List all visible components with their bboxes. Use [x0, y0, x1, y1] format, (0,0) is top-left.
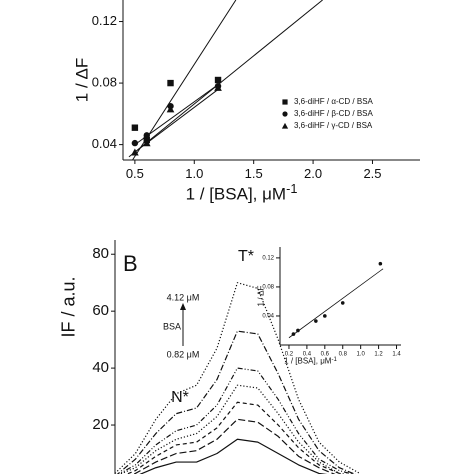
x-axis-label-text: 1 / [BSA], μM [284, 357, 332, 366]
marker [214, 83, 222, 91]
spectrum-line [139, 438, 328, 474]
x-tick-label: 1.0 [356, 351, 365, 357]
marker [143, 132, 150, 139]
y-tick-label: 0.12 [92, 13, 117, 28]
x-tick-label: 0.4 [303, 351, 312, 357]
y-tick-label: 0.04 [92, 136, 117, 151]
marker [281, 122, 289, 129]
concentration-high: 4.12 μM [167, 292, 200, 302]
spectrum-line [125, 401, 344, 474]
peak-label: N* [171, 389, 189, 406]
marker [131, 124, 139, 131]
bsa-arrow-head [180, 303, 186, 310]
marker [282, 111, 288, 117]
marker [167, 79, 174, 87]
spectrum-line [114, 282, 361, 474]
marker [214, 76, 222, 84]
y-axis-label: IF / a.u. [58, 276, 78, 337]
concentration-low: 0.82 μM [167, 349, 200, 359]
x-tick-label: 0.5 [126, 166, 144, 181]
legend-label: 3,6-diHF / α-CD / BSA [294, 97, 374, 106]
x-tick-label: 1.0 [185, 166, 203, 181]
panel-label: B [123, 251, 138, 276]
concentration-label: BSA [163, 321, 181, 331]
marker [323, 314, 327, 318]
x-axis-label-sup: -1 [286, 181, 297, 196]
y-tick-label: 80 [92, 245, 109, 262]
marker [142, 139, 151, 147]
x-tick-label: 0.8 [339, 351, 348, 357]
x-tick-label: 0.2 [285, 351, 294, 357]
x-tick-label: 1.4 [392, 351, 401, 357]
x-tick-label: 0.6 [321, 351, 330, 357]
spectrum-line [117, 367, 354, 474]
y-tick-label: 0.08 [262, 285, 274, 291]
marker [131, 139, 139, 147]
fit-line [128, 0, 323, 158]
x-tick-label: 2.0 [304, 166, 322, 181]
x-tick-label: 2.5 [363, 166, 381, 181]
x-axis-label: 1 / [BSA], μM-1 [186, 181, 298, 204]
peak-label: T* [238, 248, 254, 265]
y-tick-label: 0.04 [262, 314, 274, 320]
marker [291, 332, 296, 336]
y-axis-label: 1 / ΔF [257, 285, 266, 306]
x-axis-label-sup: -1 [331, 356, 337, 362]
spectrum-line [116, 330, 356, 474]
y-tick-label: 40 [92, 359, 109, 376]
marker [340, 301, 345, 305]
marker [378, 261, 383, 266]
fit-line [288, 268, 384, 339]
y-axis-label: 1 / ΔF [72, 58, 91, 102]
marker [131, 148, 139, 156]
x-tick-label: 1.5 [245, 166, 263, 181]
legend-label: 3,6-diHF / β-CD / BSA [294, 109, 374, 118]
y-tick-label: 0.08 [92, 75, 117, 90]
spectrum-line [118, 384, 348, 474]
marker [282, 99, 288, 105]
y-tick-label: 20 [92, 416, 109, 433]
y-tick-label: 60 [92, 302, 109, 319]
legend-label: 3,6-diHF / γ-CD / BSA [294, 121, 373, 130]
spectrum-line [131, 418, 336, 474]
x-tick-label: 1.2 [374, 351, 383, 357]
y-tick-label: 0.12 [262, 255, 274, 261]
x-axis-label: 1 / [BSA], μM-1 [284, 356, 337, 365]
x-axis-label-text: 1 / [BSA], μM [186, 185, 287, 204]
marker [314, 319, 318, 323]
marker [296, 328, 300, 333]
marker [166, 105, 175, 113]
